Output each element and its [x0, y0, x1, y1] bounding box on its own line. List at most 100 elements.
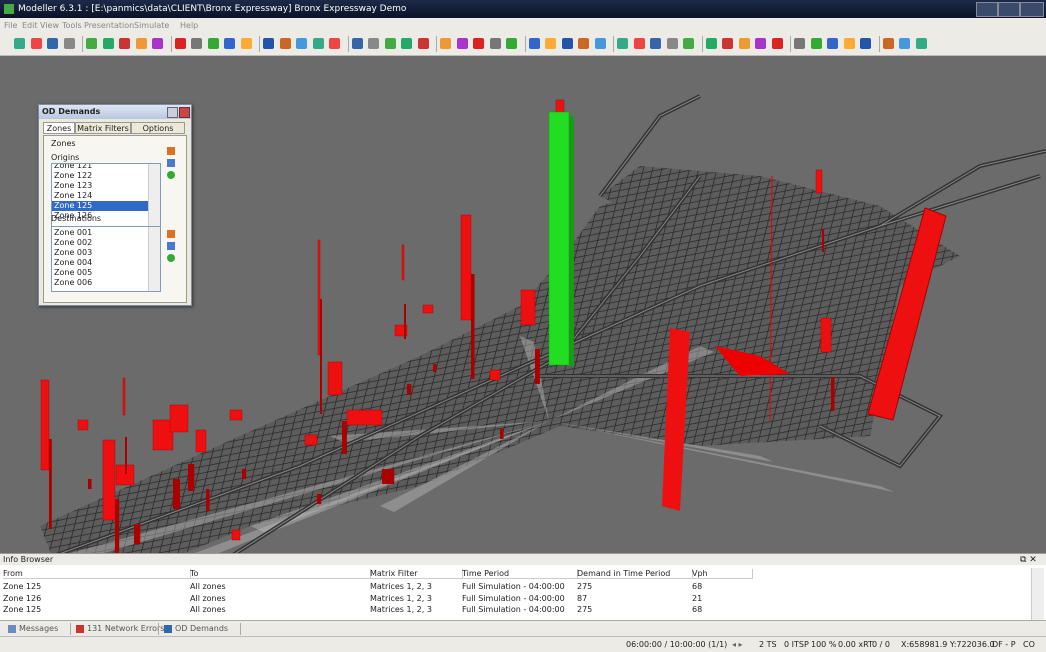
3d-view[interactable] — [0, 56, 1046, 553]
icon[interactable] — [167, 254, 175, 262]
tab[interactable]: Options — [131, 122, 185, 134]
menu-item[interactable]: Tools — [62, 21, 82, 30]
maximize-button[interactable] — [998, 2, 1020, 17]
toolbar-button[interactable] — [296, 38, 307, 49]
toolbar-button[interactable] — [152, 38, 163, 49]
icon[interactable] — [167, 242, 175, 250]
tab[interactable]: OD Demands — [175, 624, 229, 633]
toolbar-button[interactable] — [456, 38, 468, 49]
list-item[interactable]: Zone 003 — [54, 248, 93, 257]
toolbar-button[interactable] — [666, 38, 678, 49]
toolbar-button[interactable] — [417, 38, 429, 49]
toolbar-button[interactable] — [329, 38, 340, 49]
menu-item[interactable]: Simulate — [134, 21, 170, 30]
list-item[interactable]: Zone 002 — [54, 238, 93, 247]
toolbar-button[interactable] — [860, 38, 871, 49]
toolbar-button[interactable] — [174, 38, 186, 49]
close-button[interactable] — [179, 107, 190, 118]
column-header[interactable]: Demand in Time Period — [577, 569, 693, 579]
toolbar-button[interactable] — [827, 38, 838, 49]
close-button[interactable] — [1020, 2, 1044, 17]
icon[interactable] — [167, 147, 175, 155]
tab[interactable]: Messages — [19, 624, 59, 633]
toolbar-button[interactable] — [843, 38, 855, 49]
column-header[interactable]: From — [3, 569, 191, 579]
toolbar-button[interactable] — [771, 38, 783, 49]
list-item[interactable]: Zone 001 — [54, 228, 93, 237]
tab[interactable]: Matrix Filters — [75, 122, 131, 134]
column-header[interactable]: Vph — [692, 569, 753, 579]
toolbar-button[interactable] — [683, 38, 694, 49]
column-header[interactable]: Matrix Filter — [370, 569, 463, 579]
menu-item[interactable]: View — [40, 21, 59, 30]
list-item[interactable]: Zone 004 — [54, 258, 93, 267]
toolbar-button[interactable] — [594, 38, 606, 49]
list-item[interactable]: Zone 125 — [52, 201, 150, 211]
toolbar-button[interactable] — [617, 38, 628, 49]
toolbar-button[interactable] — [528, 38, 540, 49]
list-item[interactable]: Zone 122 — [54, 171, 93, 180]
toolbar-button[interactable] — [561, 38, 573, 49]
menu-item[interactable]: Help — [180, 21, 199, 30]
origins-list[interactable]: Zone 121 Zone 122 Zone 123 Zone 124 Zone 125… — [51, 163, 161, 229]
list-item[interactable]: Zone 124 — [54, 191, 93, 200]
toolbar-button[interactable] — [882, 38, 894, 49]
list-item[interactable]: Zone 121 — [54, 163, 93, 170]
toolbar-button[interactable] — [384, 38, 396, 49]
toolbar-button[interactable] — [368, 38, 379, 49]
toolbar-button[interactable] — [279, 38, 291, 49]
toolbar-button[interactable] — [633, 38, 645, 49]
list-item[interactable]: Zone 126 — [54, 211, 93, 220]
toolbar-button[interactable] — [240, 38, 252, 49]
info-controls[interactable]: ⧉ ✕ — [1020, 555, 1037, 565]
toolbar-button[interactable] — [63, 38, 75, 49]
toolbar-button[interactable] — [794, 38, 805, 49]
toolbar-button[interactable] — [810, 38, 822, 49]
toolbar-button[interactable] — [224, 38, 235, 49]
toolbar-button[interactable] — [738, 38, 750, 49]
toolbar-button[interactable] — [755, 38, 766, 49]
toolbar-button[interactable] — [135, 38, 147, 49]
toolbar-button[interactable] — [578, 38, 589, 49]
column-header[interactable]: To — [190, 569, 371, 579]
toolbar-button[interactable] — [312, 38, 324, 49]
toolbar-button[interactable] — [401, 38, 412, 49]
toolbar-button[interactable] — [545, 38, 556, 49]
list-item[interactable]: Zone 123 — [54, 181, 93, 190]
toolbar-button[interactable] — [86, 38, 97, 49]
destinations-list[interactable]: Zone 001 Zone 002 Zone 003 Zone 004 Zone 005… — [51, 226, 161, 292]
menu-item[interactable]: File — [4, 21, 18, 30]
toolbar-button[interactable] — [47, 38, 58, 49]
toolbar-button[interactable] — [705, 38, 717, 49]
tab[interactable]: 131 Network Errors — [87, 624, 165, 633]
toolbar-button[interactable] — [119, 38, 130, 49]
toolbar-button[interactable] — [722, 38, 733, 49]
list-item[interactable]: Zone 006 — [54, 278, 93, 287]
toolbar-button[interactable] — [899, 38, 910, 49]
toolbar-button[interactable] — [14, 38, 25, 49]
toolbar-button[interactable] — [506, 38, 517, 49]
icon[interactable] — [167, 230, 175, 238]
float-button[interactable] — [167, 107, 178, 118]
scrollbar[interactable] — [148, 227, 160, 291]
toolbar-button[interactable] — [263, 38, 274, 49]
menu-item[interactable]: Edit — [22, 21, 38, 30]
toolbar-button[interactable] — [915, 38, 927, 49]
icon[interactable] — [167, 171, 175, 179]
toolbar-button[interactable] — [191, 38, 202, 49]
tab[interactable]: Zones — [43, 122, 75, 134]
column-header[interactable]: Time Period — [462, 569, 578, 579]
toolbar-button[interactable] — [207, 38, 219, 49]
list-item[interactable]: Zone 005 — [54, 268, 93, 277]
toolbar-button[interactable] — [440, 38, 451, 49]
menu-item[interactable]: Presentation — [84, 21, 135, 30]
minimize-button[interactable] — [976, 2, 998, 17]
toolbar-button[interactable] — [489, 38, 501, 49]
toolbar-button[interactable] — [650, 38, 661, 49]
icon[interactable] — [167, 159, 175, 167]
toolbar-button[interactable] — [473, 38, 484, 49]
scrollbar[interactable] — [148, 164, 160, 228]
nav-arrows[interactable]: ◂ ▸ — [732, 640, 743, 649]
scrollbar[interactable] — [1031, 568, 1044, 620]
toolbar-button[interactable] — [351, 38, 363, 49]
